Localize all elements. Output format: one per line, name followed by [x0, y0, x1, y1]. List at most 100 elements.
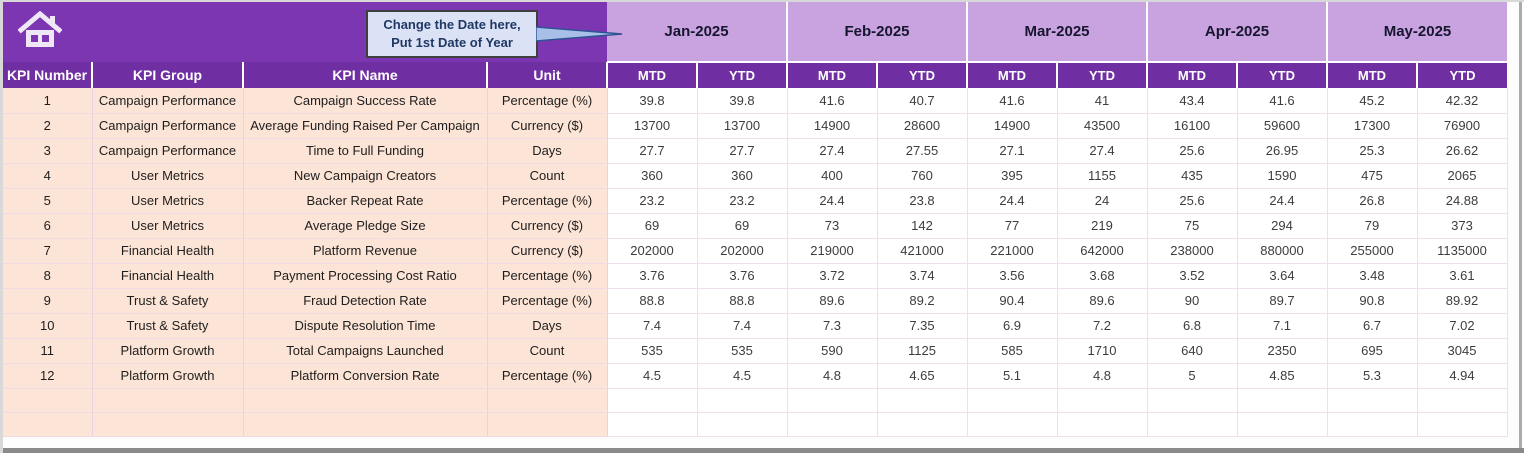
kpi-value-cell[interactable]: 24 — [1057, 188, 1148, 214]
kpi-group-cell[interactable]: User Metrics — [92, 188, 244, 214]
kpi-number-cell[interactable]: 11 — [3, 338, 93, 364]
kpi-value-cell[interactable]: 90.4 — [967, 288, 1058, 314]
kpi-value-cell[interactable]: 40.7 — [877, 88, 968, 114]
kpi-value-cell[interactable]: 395 — [967, 163, 1058, 189]
kpi-number-cell[interactable]: 12 — [3, 363, 93, 389]
empty-cell[interactable] — [877, 412, 968, 437]
kpi-number-cell[interactable]: 8 — [3, 263, 93, 289]
kpi-value-cell[interactable]: 475 — [1327, 163, 1418, 189]
kpi-value-cell[interactable]: 25.6 — [1147, 188, 1238, 214]
kpi-unit-cell[interactable]: Percentage (%) — [487, 288, 608, 314]
kpi-value-cell[interactable]: 5.1 — [967, 363, 1058, 389]
kpi-value-cell[interactable]: 27.1 — [967, 138, 1058, 164]
kpi-name-cell[interactable]: Dispute Resolution Time — [243, 313, 488, 339]
kpi-value-cell[interactable]: 435 — [1147, 163, 1238, 189]
kpi-name-cell[interactable]: Average Funding Raised Per Campaign — [243, 113, 488, 139]
kpi-value-cell[interactable]: 7.4 — [697, 313, 788, 339]
kpi-value-cell[interactable]: 41.6 — [787, 88, 878, 114]
kpi-value-cell[interactable]: 77 — [967, 213, 1058, 239]
kpi-unit-cell[interactable]: Currency ($) — [487, 238, 608, 264]
empty-cell[interactable] — [1057, 388, 1148, 413]
kpi-value-cell[interactable]: 3.64 — [1237, 263, 1328, 289]
kpi-value-cell[interactable]: 41.6 — [1237, 88, 1328, 114]
kpi-value-cell[interactable]: 202000 — [607, 238, 698, 264]
kpi-name-cell[interactable]: Campaign Success Rate — [243, 88, 488, 114]
kpi-unit-cell[interactable]: Days — [487, 313, 608, 339]
month-header-feb[interactable]: Feb-2025 — [786, 2, 967, 63]
kpi-number-cell[interactable]: 2 — [3, 113, 93, 139]
kpi-value-cell[interactable]: 7.35 — [877, 313, 968, 339]
empty-cell[interactable] — [1327, 388, 1418, 413]
kpi-unit-cell[interactable]: Currency ($) — [487, 213, 608, 239]
kpi-value-cell[interactable]: 4.8 — [787, 363, 878, 389]
kpi-value-cell[interactable]: 219000 — [787, 238, 878, 264]
kpi-value-cell[interactable]: 39.8 — [697, 88, 788, 114]
kpi-value-cell[interactable]: 535 — [607, 338, 698, 364]
kpi-group-cell[interactable]: Campaign Performance — [92, 138, 244, 164]
kpi-value-cell[interactable]: 2350 — [1237, 338, 1328, 364]
kpi-value-cell[interactable]: 41.6 — [967, 88, 1058, 114]
kpi-value-cell[interactable]: 6.8 — [1147, 313, 1238, 339]
kpi-group-cell[interactable]: Trust & Safety — [92, 313, 244, 339]
empty-cell[interactable] — [3, 412, 93, 437]
kpi-group-cell[interactable]: Campaign Performance — [92, 88, 244, 114]
kpi-value-cell[interactable]: 4.5 — [607, 363, 698, 389]
kpi-value-cell[interactable]: 79 — [1327, 213, 1418, 239]
kpi-value-cell[interactable]: 221000 — [967, 238, 1058, 264]
empty-cell[interactable] — [1237, 388, 1328, 413]
kpi-number-cell[interactable]: 6 — [3, 213, 93, 239]
kpi-value-cell[interactable]: 17300 — [1327, 113, 1418, 139]
kpi-value-cell[interactable]: 3.74 — [877, 263, 968, 289]
kpi-value-cell[interactable]: 89.6 — [787, 288, 878, 314]
kpi-name-cell[interactable]: Time to Full Funding — [243, 138, 488, 164]
kpi-value-cell[interactable]: 1590 — [1237, 163, 1328, 189]
kpi-value-cell[interactable]: 89.7 — [1237, 288, 1328, 314]
kpi-unit-cell[interactable]: Percentage (%) — [487, 88, 608, 114]
kpi-name-cell[interactable]: Platform Conversion Rate — [243, 363, 488, 389]
kpi-value-cell[interactable]: 3045 — [1417, 338, 1508, 364]
kpi-name-cell[interactable]: Fraud Detection Rate — [243, 288, 488, 314]
kpi-number-cell[interactable]: 5 — [3, 188, 93, 214]
kpi-number-cell[interactable]: 4 — [3, 163, 93, 189]
kpi-unit-cell[interactable]: Percentage (%) — [487, 263, 608, 289]
empty-cell[interactable] — [243, 412, 488, 437]
empty-cell[interactable] — [1147, 412, 1238, 437]
kpi-value-cell[interactable]: 642000 — [1057, 238, 1148, 264]
kpi-number-cell[interactable]: 7 — [3, 238, 93, 264]
kpi-value-cell[interactable]: 39.8 — [607, 88, 698, 114]
kpi-value-cell[interactable]: 4.65 — [877, 363, 968, 389]
empty-cell[interactable] — [787, 388, 878, 413]
empty-cell[interactable] — [697, 388, 788, 413]
empty-cell[interactable] — [877, 388, 968, 413]
kpi-value-cell[interactable]: 400 — [787, 163, 878, 189]
kpi-value-cell[interactable]: 3.72 — [787, 263, 878, 289]
kpi-value-cell[interactable]: 88.8 — [697, 288, 788, 314]
empty-cell[interactable] — [1417, 412, 1508, 437]
kpi-value-cell[interactable]: 3.76 — [607, 263, 698, 289]
kpi-value-cell[interactable]: 7.1 — [1237, 313, 1328, 339]
kpi-value-cell[interactable]: 27.4 — [787, 138, 878, 164]
empty-cell[interactable] — [1147, 388, 1238, 413]
kpi-value-cell[interactable]: 219 — [1057, 213, 1148, 239]
kpi-number-cell[interactable]: 3 — [3, 138, 93, 164]
kpi-unit-cell[interactable]: Count — [487, 163, 608, 189]
kpi-value-cell[interactable]: 142 — [877, 213, 968, 239]
kpi-value-cell[interactable]: 3.48 — [1327, 263, 1418, 289]
kpi-value-cell[interactable]: 26.95 — [1237, 138, 1328, 164]
kpi-value-cell[interactable]: 421000 — [877, 238, 968, 264]
kpi-value-cell[interactable]: 1135000 — [1417, 238, 1508, 264]
kpi-number-cell[interactable]: 9 — [3, 288, 93, 314]
kpi-group-cell[interactable]: Platform Growth — [92, 363, 244, 389]
kpi-value-cell[interactable]: 2065 — [1417, 163, 1508, 189]
kpi-unit-cell[interactable]: Percentage (%) — [487, 188, 608, 214]
kpi-value-cell[interactable]: 24.4 — [1237, 188, 1328, 214]
kpi-value-cell[interactable]: 373 — [1417, 213, 1508, 239]
kpi-value-cell[interactable]: 360 — [607, 163, 698, 189]
empty-cell[interactable] — [92, 412, 244, 437]
kpi-value-cell[interactable]: 5 — [1147, 363, 1238, 389]
kpi-value-cell[interactable]: 7.02 — [1417, 313, 1508, 339]
kpi-name-cell[interactable]: Backer Repeat Rate — [243, 188, 488, 214]
kpi-value-cell[interactable]: 89.92 — [1417, 288, 1508, 314]
kpi-group-cell[interactable]: Platform Growth — [92, 338, 244, 364]
kpi-value-cell[interactable]: 695 — [1327, 338, 1418, 364]
